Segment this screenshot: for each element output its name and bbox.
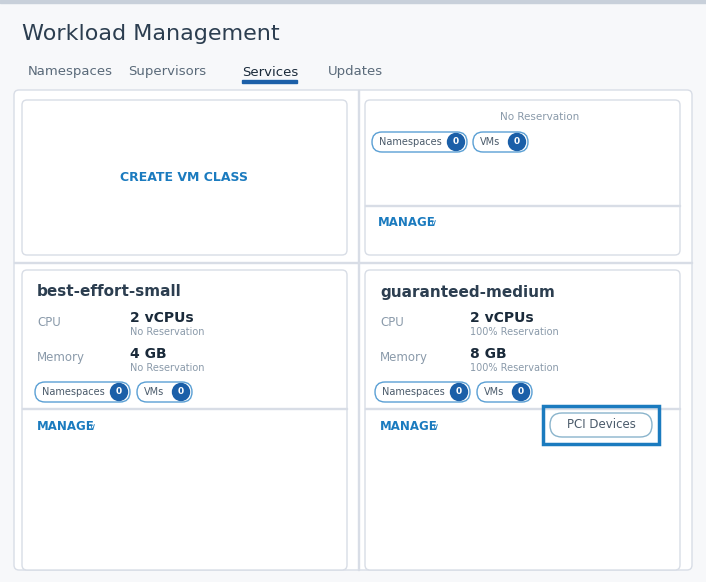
- Text: CPU: CPU: [380, 315, 404, 328]
- Text: ∨: ∨: [89, 422, 96, 432]
- Text: Namespaces: Namespaces: [42, 387, 104, 397]
- FancyBboxPatch shape: [473, 132, 528, 152]
- Text: 0: 0: [518, 388, 524, 396]
- FancyBboxPatch shape: [365, 100, 680, 255]
- Text: CREATE VM CLASS: CREATE VM CLASS: [121, 171, 249, 184]
- FancyBboxPatch shape: [137, 382, 192, 402]
- Text: Namespaces: Namespaces: [379, 137, 442, 147]
- Text: ∨: ∨: [430, 218, 437, 228]
- Text: 4 GB: 4 GB: [130, 347, 167, 361]
- FancyBboxPatch shape: [477, 382, 532, 402]
- Text: Namespaces: Namespaces: [382, 387, 445, 397]
- Text: 0: 0: [456, 388, 462, 396]
- Text: 0: 0: [116, 388, 122, 396]
- Text: Workload Management: Workload Management: [22, 24, 280, 44]
- Text: No Reservation: No Reservation: [130, 327, 205, 337]
- Text: 0: 0: [514, 137, 520, 147]
- Text: ∨: ∨: [432, 422, 439, 432]
- Text: No Reservation: No Reservation: [130, 363, 205, 373]
- Circle shape: [513, 384, 530, 400]
- Bar: [365, 205, 680, 206]
- Text: Namespaces: Namespaces: [28, 66, 113, 79]
- Bar: [543, 406, 659, 444]
- Text: PCI Devices: PCI Devices: [566, 418, 635, 431]
- Circle shape: [172, 384, 189, 400]
- Bar: [22, 408, 347, 409]
- Text: 100% Reservation: 100% Reservation: [470, 363, 558, 373]
- FancyBboxPatch shape: [22, 270, 347, 570]
- Text: best-effort-small: best-effort-small: [37, 285, 181, 300]
- Text: VMs: VMs: [144, 387, 164, 397]
- Bar: [365, 408, 680, 409]
- Text: 2 vCPUs: 2 vCPUs: [470, 311, 534, 325]
- Circle shape: [111, 384, 128, 400]
- FancyBboxPatch shape: [14, 90, 692, 570]
- Text: MANAGE: MANAGE: [378, 215, 436, 229]
- Text: VMs: VMs: [484, 387, 504, 397]
- Text: CPU: CPU: [37, 315, 61, 328]
- Circle shape: [448, 133, 465, 151]
- Text: Memory: Memory: [37, 352, 85, 364]
- Text: No Reservation: No Reservation: [500, 112, 579, 122]
- FancyBboxPatch shape: [372, 132, 467, 152]
- Text: Services: Services: [242, 66, 298, 79]
- Text: Supervisors: Supervisors: [128, 66, 206, 79]
- Bar: [358, 90, 359, 570]
- Circle shape: [508, 133, 525, 151]
- Text: VMs: VMs: [480, 137, 501, 147]
- Circle shape: [450, 384, 467, 400]
- Text: MANAGE: MANAGE: [380, 420, 438, 432]
- Text: 0: 0: [178, 388, 184, 396]
- Text: Memory: Memory: [380, 352, 428, 364]
- FancyBboxPatch shape: [22, 100, 347, 255]
- FancyBboxPatch shape: [35, 382, 130, 402]
- Text: 0: 0: [453, 137, 459, 147]
- Text: guaranteed-medium: guaranteed-medium: [380, 285, 555, 300]
- Bar: [242, 80, 297, 83]
- Text: 8 GB: 8 GB: [470, 347, 507, 361]
- Text: 2 vCPUs: 2 vCPUs: [130, 311, 193, 325]
- Text: MANAGE: MANAGE: [37, 420, 95, 432]
- Bar: [14, 262, 692, 263]
- FancyBboxPatch shape: [365, 270, 680, 570]
- Text: 100% Reservation: 100% Reservation: [470, 327, 558, 337]
- Bar: [0, 0, 706, 3]
- FancyBboxPatch shape: [375, 382, 470, 402]
- Text: Updates: Updates: [328, 66, 383, 79]
- FancyBboxPatch shape: [550, 413, 652, 437]
